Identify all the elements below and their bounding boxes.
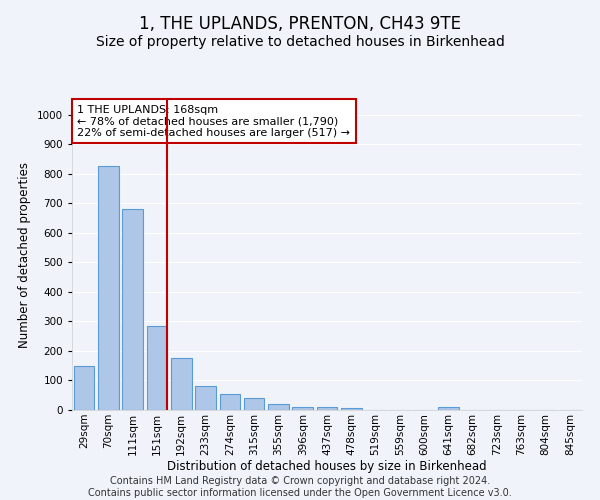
Bar xyxy=(220,394,240,410)
Bar xyxy=(438,407,459,410)
Text: Contains HM Land Registry data © Crown copyright and database right 2024.
Contai: Contains HM Land Registry data © Crown c… xyxy=(88,476,512,498)
Y-axis label: Number of detached properties: Number of detached properties xyxy=(18,162,31,348)
Bar xyxy=(317,407,337,410)
Text: 1 THE UPLANDS: 168sqm
← 78% of detached houses are smaller (1,790)
22% of semi-d: 1 THE UPLANDS: 168sqm ← 78% of detached … xyxy=(77,104,350,138)
Bar xyxy=(292,407,313,410)
Text: 1, THE UPLANDS, PRENTON, CH43 9TE: 1, THE UPLANDS, PRENTON, CH43 9TE xyxy=(139,15,461,33)
Bar xyxy=(74,366,94,410)
Text: Size of property relative to detached houses in Birkenhead: Size of property relative to detached ho… xyxy=(95,35,505,49)
Bar xyxy=(244,398,265,410)
Bar xyxy=(171,358,191,410)
Bar xyxy=(268,404,289,410)
Bar xyxy=(195,386,216,410)
Bar xyxy=(341,408,362,410)
Bar xyxy=(122,209,143,410)
Bar xyxy=(98,166,119,410)
X-axis label: Distribution of detached houses by size in Birkenhead: Distribution of detached houses by size … xyxy=(167,460,487,473)
Bar xyxy=(146,326,167,410)
